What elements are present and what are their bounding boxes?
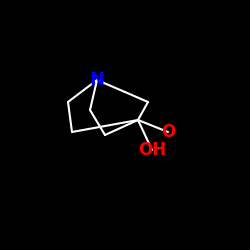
Text: N: N: [90, 71, 104, 89]
Text: OH: OH: [138, 141, 166, 159]
Text: O: O: [161, 123, 175, 141]
